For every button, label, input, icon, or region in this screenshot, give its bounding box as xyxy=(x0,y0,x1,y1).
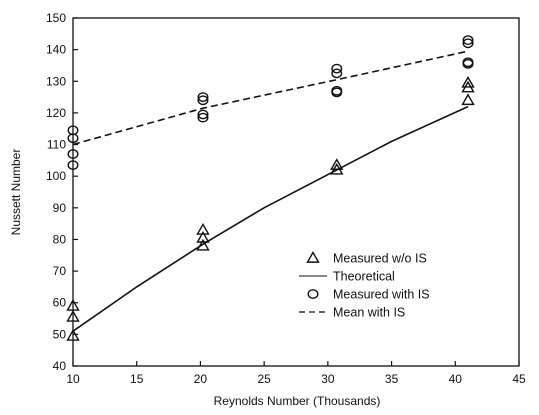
data-point-measured-with-is xyxy=(197,95,209,106)
x-tick-label: 40 xyxy=(449,372,463,386)
data-point-measured-with-is xyxy=(197,109,209,120)
x-axis-label: Reynolds Number (Thousands) xyxy=(214,394,381,408)
y-tick-label: 120 xyxy=(46,106,66,120)
legend-marker-symbol xyxy=(307,289,319,299)
x-tick-label: 15 xyxy=(130,372,144,386)
y-tick-label: 70 xyxy=(53,264,67,278)
legend-label: Mean with IS xyxy=(333,306,405,320)
legend-label: Measured with IS xyxy=(333,288,430,302)
data-point-measured-with-is xyxy=(67,149,79,159)
data-point-measured-with-is xyxy=(331,85,343,96)
y-tick-label: 40 xyxy=(53,359,67,373)
y-tick-label: 60 xyxy=(53,296,67,310)
series-lines xyxy=(72,50,469,332)
x-tick-label: 20 xyxy=(194,372,208,386)
axis-ticks: 10 15 20 25 30 35 40 45 40 50 60 70 80 90 100 110 120 130… xyxy=(46,11,526,386)
data-point-measured-with-is xyxy=(462,57,474,68)
y-tick-label: 130 xyxy=(46,74,66,88)
x-tick-label: 45 xyxy=(512,372,526,386)
data-point-measured-without-is xyxy=(461,93,475,106)
data-point-measured-without-is xyxy=(196,238,210,251)
data-point-measured-with-is xyxy=(462,35,474,46)
y-axis-label: Nussett Number xyxy=(9,149,23,236)
y-tick-label: 150 xyxy=(46,11,66,25)
data-point-measured-without-is xyxy=(461,75,475,88)
legend-marker-symbol xyxy=(306,251,320,263)
data-point-measured-with-is xyxy=(67,125,79,136)
data-point-measured-without-is xyxy=(66,329,80,341)
data-point-measured-with-is xyxy=(67,160,79,171)
data-point-measured-with-is xyxy=(197,92,209,102)
data-point-measured-without-is xyxy=(66,310,80,322)
series-line-theoretical xyxy=(72,105,469,332)
plot-frame xyxy=(72,17,520,367)
legend-label: Measured w/o IS xyxy=(333,252,427,266)
legend-label: Theoretical xyxy=(333,270,395,284)
y-tick-label: 100 xyxy=(46,169,66,183)
x-tick-label: 10 xyxy=(66,372,80,386)
y-tick-label: 110 xyxy=(47,138,66,152)
data-point-measured-with-is xyxy=(331,63,343,74)
x-tick-label: 30 xyxy=(321,372,335,386)
data-point-measured-without-is xyxy=(66,298,80,311)
x-tick-label: 35 xyxy=(385,372,399,386)
series-line-mean-with-is xyxy=(72,50,469,146)
y-tick-label: 90 xyxy=(53,201,67,215)
y-tick-label: 80 xyxy=(53,232,67,246)
legend: Measured w/o IS Theoretical Measured with … xyxy=(299,251,430,320)
data-point-measured-with-is xyxy=(462,38,474,49)
data-point-measured-with-is xyxy=(197,112,209,123)
data-point-measured-with-is xyxy=(331,68,343,79)
y-tick-label: 140 xyxy=(46,43,66,57)
data-point-measured-without-is xyxy=(196,223,210,235)
series-markers xyxy=(66,35,475,341)
data-point-measured-without-is xyxy=(330,158,344,170)
data-point-measured-without-is xyxy=(196,230,210,243)
x-tick-label: 25 xyxy=(257,372,271,386)
y-tick-label: 50 xyxy=(53,327,67,341)
